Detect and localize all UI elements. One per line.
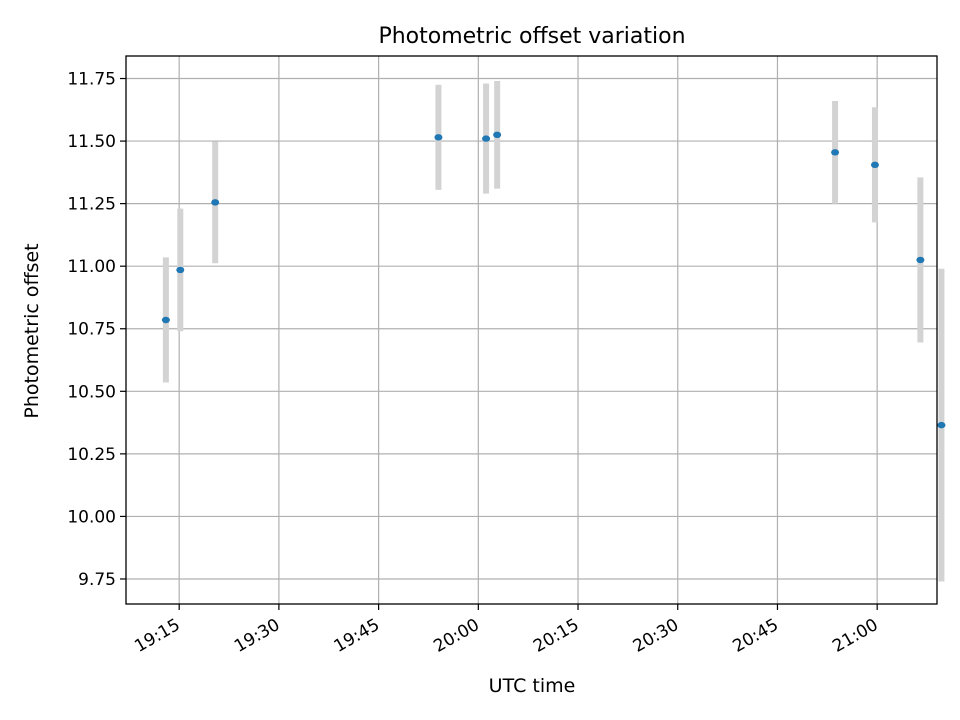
y-tick-label: 10.50 bbox=[67, 382, 116, 402]
y-tick-label: 11.00 bbox=[67, 257, 116, 277]
data-point bbox=[870, 161, 879, 169]
data-point bbox=[831, 149, 840, 156]
y-tick-label: 11.25 bbox=[67, 195, 116, 215]
data-point bbox=[916, 256, 925, 264]
grid-lines bbox=[126, 56, 937, 604]
y-tick-label: 11.50 bbox=[67, 132, 116, 152]
plot-area bbox=[125, 55, 946, 605]
y-tick-label: 10.00 bbox=[67, 507, 116, 527]
data-point bbox=[482, 135, 491, 142]
y-tick-label: 11.75 bbox=[67, 70, 116, 90]
data-point bbox=[937, 421, 946, 429]
y-axis-ticks: 9.75 10.00 10.25 10.50 10.75 11.00 11.25 11.50 1… bbox=[67, 70, 126, 590]
chart-title: Photometric offset variation bbox=[378, 24, 685, 49]
x-axis-label: UTC time bbox=[489, 675, 576, 697]
data-point bbox=[176, 266, 185, 274]
data-point bbox=[493, 131, 502, 139]
data-point bbox=[211, 199, 220, 206]
y-tick-label: 10.75 bbox=[67, 320, 116, 340]
data-points bbox=[161, 131, 946, 429]
data-point bbox=[161, 316, 170, 324]
plot-frame bbox=[125, 55, 938, 605]
y-tick-label: 10.25 bbox=[67, 445, 116, 465]
y-axis-label: Photometric offset bbox=[21, 243, 43, 418]
data-point bbox=[434, 134, 443, 141]
y-tick-label: 9.75 bbox=[78, 570, 116, 590]
